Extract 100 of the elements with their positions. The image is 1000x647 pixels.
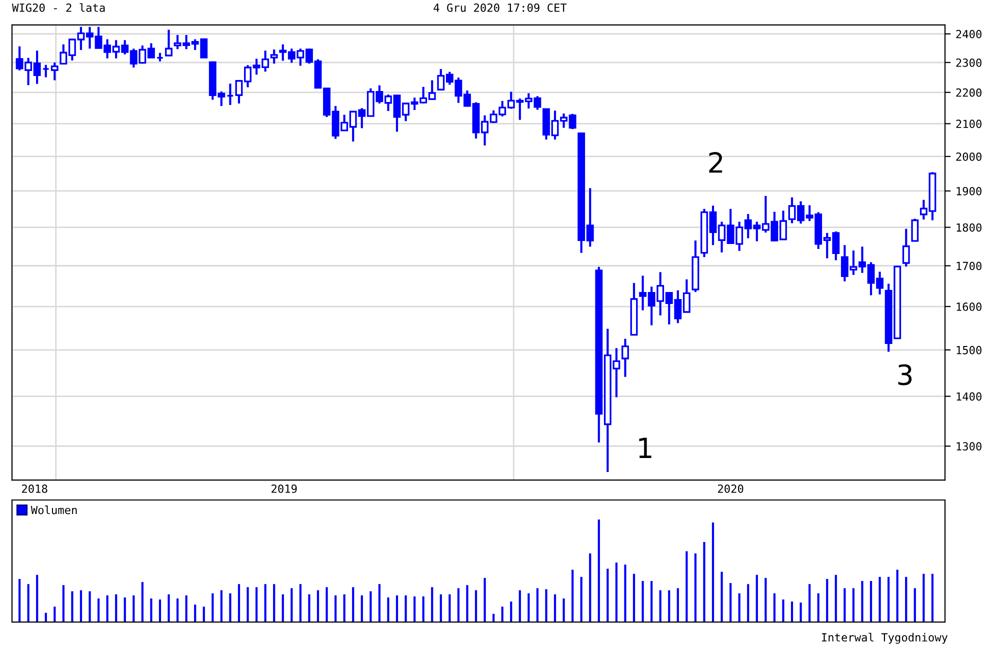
bar [826,578,828,622]
bar [229,593,232,622]
bar [632,574,636,622]
bar [650,581,653,622]
bar [282,594,284,622]
bar [396,595,398,622]
bar [246,587,249,622]
y-tick-label: 2000 [956,152,982,161]
bar [888,576,890,622]
bar [352,587,354,622]
annotation: 1 [639,438,652,458]
bar [580,576,582,622]
bar [168,594,170,622]
bar [448,594,451,622]
candlestick [902,228,910,268]
bar [176,598,179,622]
bar [844,588,846,622]
bar [808,584,811,622]
annotation: 3 [898,364,912,386]
bar [834,574,837,622]
bar [747,584,750,622]
bar [334,595,337,622]
bar [404,595,407,622]
y-tick-label: 2300 [956,58,982,67]
bar [501,606,504,622]
bar [782,599,784,622]
y-tick-label: 2200 [956,88,982,97]
bar [256,587,258,622]
bar [790,602,794,622]
bar [562,598,565,622]
annotation: 2 [709,152,722,173]
bar [370,591,372,622]
bar [800,602,802,622]
chart-subtitle: 4 Gru 2020 17:09 CET [434,3,567,12]
x-tick-label: 2018 [22,484,48,493]
bar [598,519,600,622]
y-tick-label: 1300 [956,442,982,451]
bar [624,564,626,622]
bar [18,578,21,622]
candlestick [42,64,50,78]
bar [71,591,74,622]
bar [738,593,740,622]
bar [27,584,30,622]
bar [712,522,714,622]
bar [536,588,538,622]
bar [474,590,478,622]
bar [378,584,380,622]
bar [896,570,898,622]
bar [484,578,486,622]
bar [817,593,820,622]
bar [720,572,723,622]
bar [668,590,670,622]
bar [290,588,293,622]
bar [589,553,592,622]
bar [62,585,64,622]
bar [124,597,126,622]
candlestick [226,82,234,106]
bar [686,551,688,622]
bar [703,542,706,622]
bar [518,590,521,622]
bar [510,602,512,622]
bar [878,576,881,622]
bar [88,591,91,622]
x-tick-label: 2019 [272,484,297,493]
bar [360,595,363,622]
bar [457,588,460,622]
bar [914,588,916,622]
y-tick-label: 1600 [956,302,982,311]
bar [80,590,82,622]
bar [387,597,390,622]
legend-label: Wolumen [30,506,77,514]
bar [414,596,416,622]
bar [606,568,609,622]
bar [922,574,925,622]
text: Interwal Tygodniowy [822,632,948,644]
bar [194,604,196,622]
bar [905,576,908,622]
bar [773,593,776,622]
bar [545,589,548,622]
candlestick [50,61,58,82]
bar [202,606,205,622]
bar [615,562,618,622]
bar [308,594,310,622]
bar [36,574,38,622]
candlestick [270,48,278,65]
candlestick [911,218,919,242]
bar [343,594,346,622]
bar [316,590,320,622]
bar [158,599,162,622]
chart-title: WIG20 - 2 lata [12,3,105,12]
y-tick-label: 1400 [956,392,982,401]
bar [299,584,302,622]
bar [764,578,767,622]
bar [730,583,732,622]
bar [212,593,214,622]
bar [528,593,530,622]
bar [676,588,679,622]
bar [440,594,442,622]
bar [870,581,872,622]
bar [141,582,144,622]
